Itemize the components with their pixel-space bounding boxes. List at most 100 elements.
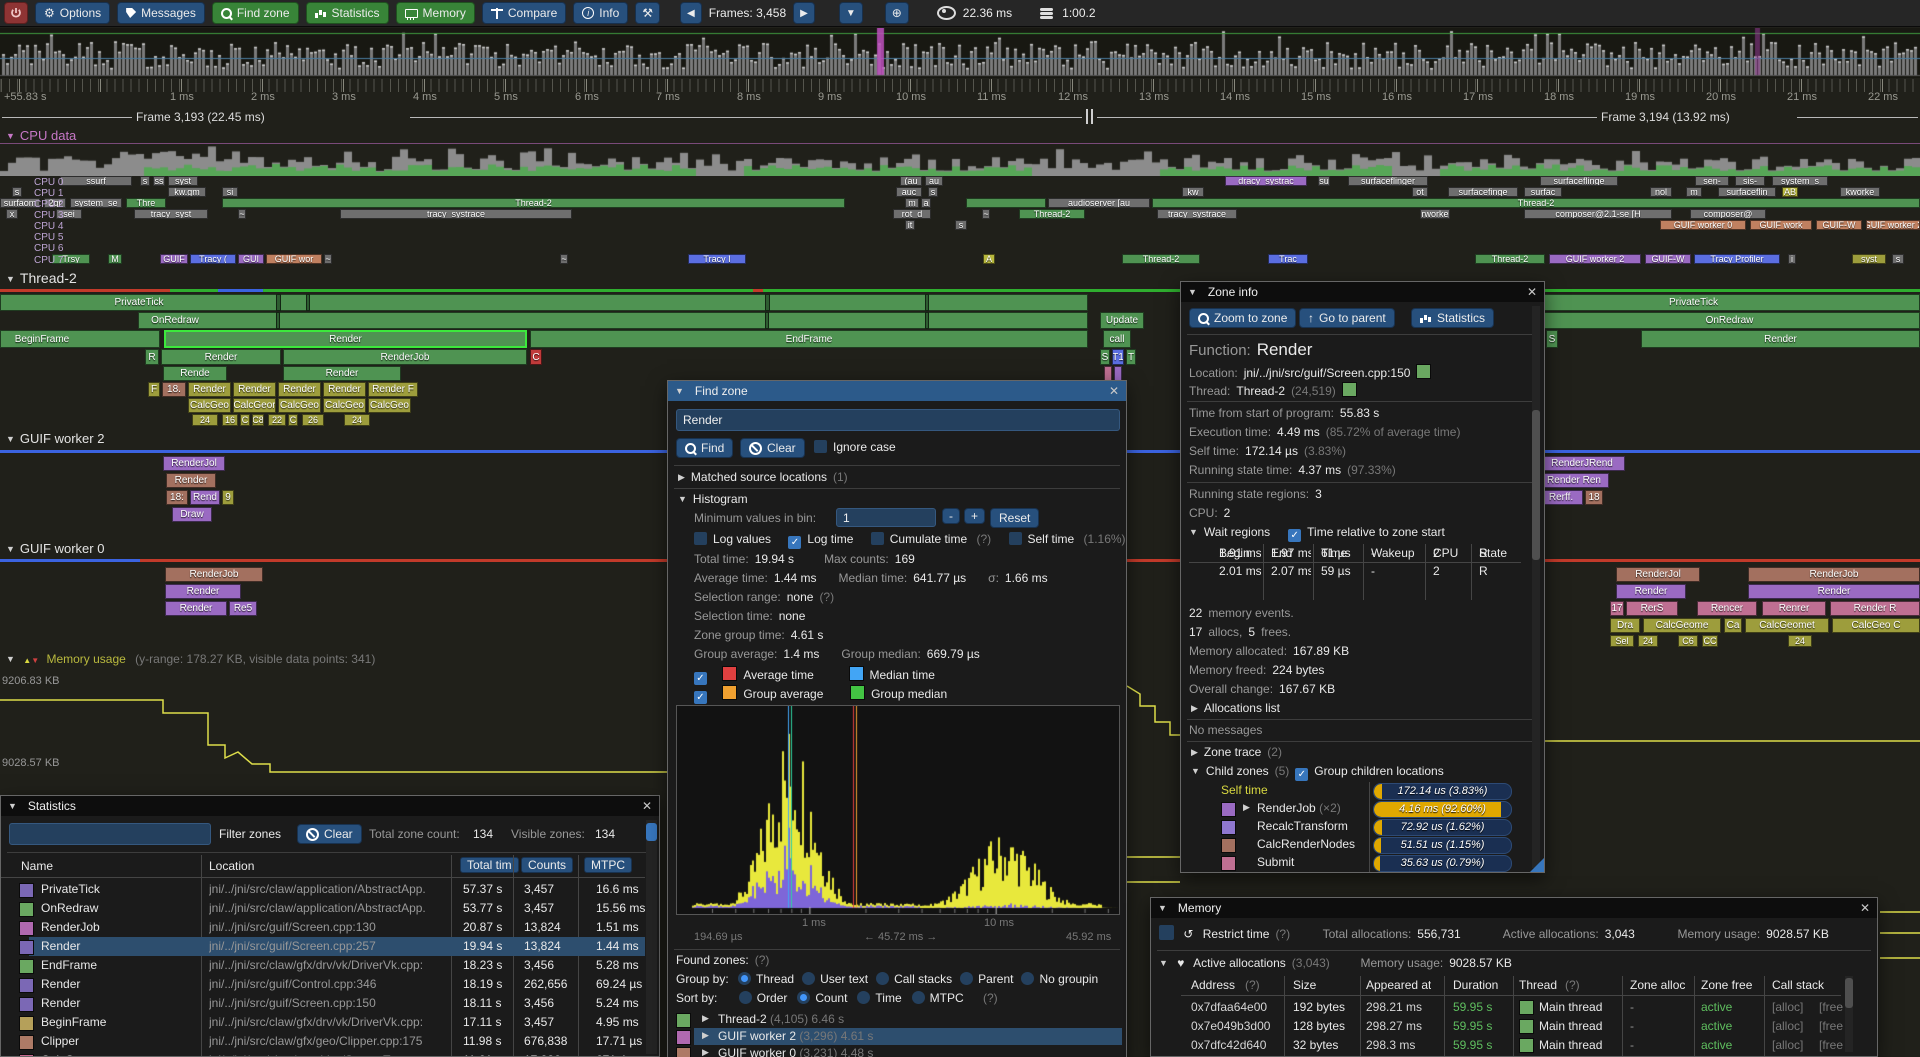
cpu-zone-chip[interactable]: ot xyxy=(1412,187,1428,197)
frame-label-2[interactable]: Frame 3,194 (13.92 ms) xyxy=(1601,110,1730,124)
zone-chip[interactable]: F xyxy=(148,382,160,397)
zone-chip[interactable]: C6 xyxy=(1678,635,1698,647)
radio-option[interactable]: MTPC xyxy=(911,991,964,1005)
min-bin-input[interactable] xyxy=(836,508,936,527)
cpu-zone-chip[interactable]: i xyxy=(1788,254,1796,264)
zone-chip[interactable]: Render Ren xyxy=(1539,473,1609,488)
find-zone-titlebar[interactable]: ▼ Find zone ✕ xyxy=(668,381,1126,401)
zone-chip[interactable]: S xyxy=(1546,330,1558,348)
thread-group-row[interactable]: ▶ GUIF worker 0 (3,231) 4.48 s xyxy=(668,1045,1126,1057)
zone-chip[interactable]: Render xyxy=(1748,584,1920,599)
cpu-zone-chip[interactable]: it xyxy=(905,220,915,230)
scrollbar-thumb[interactable] xyxy=(1845,978,1853,1008)
close-icon[interactable]: ✕ xyxy=(1526,285,1537,299)
zone-chip[interactable]: 18: xyxy=(166,490,188,505)
find-zone-search-input[interactable] xyxy=(676,409,1120,431)
cpu-zone-chip[interactable]: s xyxy=(928,187,938,197)
zone-chip[interactable] xyxy=(276,294,281,311)
min-bin-plus-button[interactable]: + xyxy=(964,508,986,524)
col-total-time[interactable]: Total tim xyxy=(460,857,519,873)
zone-chip[interactable]: BeginFrame xyxy=(0,330,160,348)
zone-chip[interactable]: RenderJol xyxy=(1616,567,1700,582)
cpu-zone-chip[interactable]: tracy_systrace xyxy=(1157,209,1237,219)
zone-chip[interactable]: Render xyxy=(164,330,527,348)
cpu-zone-chip[interactable]: s xyxy=(12,187,22,197)
zone-chip[interactable]: Render xyxy=(233,382,276,397)
zone-chip[interactable]: Renrer xyxy=(1762,601,1826,616)
cpu-zone-chip[interactable]: surfac xyxy=(1524,187,1562,197)
zone-chip[interactable]: C xyxy=(240,414,250,426)
cpu-zone-chip[interactable]: Tracy I xyxy=(688,254,746,264)
cpu-zone-chip[interactable]: Trsy xyxy=(52,254,90,264)
statistics-button2[interactable]: Statistics xyxy=(1411,308,1495,328)
clear-button[interactable]: Clear xyxy=(740,438,805,458)
thread-color-swatch[interactable] xyxy=(1341,382,1357,397)
cpu-zone-chip[interactable]: surfaceflin xyxy=(1718,187,1776,197)
cpu-zone-chip[interactable]: syst xyxy=(1852,254,1886,264)
cpu-zone-chip[interactable]: Thread-2 xyxy=(222,198,845,208)
zone-chip[interactable]: 24 xyxy=(344,414,370,426)
thread-group-row[interactable]: ▶ GUIF worker 2 (3,296) 4.61 s xyxy=(668,1028,1126,1045)
zone-trace[interactable]: ▶ Zone trace (2) xyxy=(1191,745,1282,759)
zone-chip[interactable]: RerS xyxy=(1626,601,1678,616)
worker2-header[interactable]: ▼ GUIF worker 2 xyxy=(6,431,105,446)
cpu-zone-chip[interactable]: AB xyxy=(1782,187,1798,197)
cpu-zone-chip[interactable]: surfaceflinge xyxy=(1540,176,1618,186)
cpu-zone-chip[interactable]: composer@ xyxy=(1690,209,1766,219)
zone-chip[interactable]: CalcGeo C xyxy=(1832,618,1920,633)
cpu-zone-chip[interactable]: audioserver [au xyxy=(1048,198,1150,208)
histogram-section[interactable]: ▼ Histogram xyxy=(678,492,748,506)
find-button[interactable]: Find xyxy=(676,438,734,458)
statistics-titlebar[interactable]: ▼ Statistics ✕ xyxy=(1,796,659,816)
filter-zones-input[interactable] xyxy=(9,823,211,845)
zone-chip[interactable] xyxy=(1114,366,1122,381)
zone-chip[interactable]: CalcGeome xyxy=(1643,618,1721,633)
tools-button[interactable]: ⚒ xyxy=(635,2,661,24)
scrollbar-thumb[interactable] xyxy=(646,823,657,841)
wait-region-row[interactable]: 2.01 ms 2.07 ms 59 µs - 2 R xyxy=(1219,564,1488,578)
zone-chip[interactable]: RenderJob xyxy=(165,567,263,582)
cpu-zone-chip[interactable]: su xyxy=(1318,176,1330,186)
child-zone-row[interactable]: Self time 172.14 us (3.83%) xyxy=(1181,782,1533,800)
source-color-swatch[interactable] xyxy=(1416,364,1432,379)
cpu-zone-chip[interactable]: Thre xyxy=(126,198,166,208)
zone-chip[interactable]: PrivateTick xyxy=(1539,294,1920,311)
table-row[interactable]: Render jni/../jni/src/guif/Control.cpp:3… xyxy=(1,975,659,994)
cpu-zone-chip[interactable]: composer@2.1-se [H xyxy=(1524,209,1672,219)
cpu-zone-chip[interactable]: s xyxy=(1892,254,1904,264)
thread2-header[interactable]: ▼ Thread-2 xyxy=(6,270,77,286)
zone-chip[interactable]: Render xyxy=(161,349,281,365)
compare-button[interactable]: Compare xyxy=(481,2,567,24)
radio-option[interactable]: Thread xyxy=(738,972,794,986)
zone-chip[interactable]: Rende xyxy=(163,366,227,381)
cpu-zone-chip[interactable]: A xyxy=(983,254,995,264)
cpu-zone-chip[interactable]: GUIF worker 0 xyxy=(1660,220,1746,230)
zone-chip[interactable]: OnRedraw xyxy=(138,312,1088,329)
zone-chip[interactable]: CC xyxy=(1702,635,1718,647)
group-children-checkbox[interactable] xyxy=(1295,768,1309,781)
zone-chip[interactable]: 26 xyxy=(302,414,324,426)
zone-chip[interactable]: 24 xyxy=(192,414,218,426)
info-button[interactable]: i Info xyxy=(573,2,629,24)
zone-chip[interactable]: 16 xyxy=(222,414,238,426)
zone-chip[interactable]: Dra xyxy=(1610,618,1640,633)
options-button[interactable]: ⚙ Options xyxy=(35,2,111,24)
close-icon[interactable]: ✕ xyxy=(1108,384,1119,398)
zone-chip[interactable] xyxy=(765,294,770,311)
cpu-zone-chip[interactable]: GUIF worker 2 xyxy=(1866,220,1920,230)
cpu-zone-chip[interactable]: kw.gm xyxy=(168,187,206,197)
cpu-zone-chip[interactable]: GUIF-W xyxy=(1816,220,1862,230)
zone-chip[interactable]: Draw xyxy=(172,507,212,522)
cpu-zone-chip[interactable]: rot_d xyxy=(893,209,931,219)
zone-chip[interactable]: Re5 xyxy=(229,601,257,616)
zone-chip[interactable]: Ca xyxy=(1724,618,1742,633)
cpu-zone-chip[interactable]: ss xyxy=(153,176,165,186)
radio-option[interactable]: Call stacks xyxy=(876,972,952,986)
zone-chip[interactable]: Render xyxy=(323,382,366,397)
memory-usage-header[interactable]: ▼ ▲▼ Memory usage (y-range: 178.27 KB, v… xyxy=(6,652,376,666)
axis-range[interactable]: ← 45.72 ms → xyxy=(864,931,938,943)
memory-button[interactable]: Memory xyxy=(395,2,475,24)
histogram-frame[interactable] xyxy=(676,705,1120,915)
zone-chip[interactable]: T1 xyxy=(1112,349,1124,365)
cpu-zone-chip[interactable]: GUI xyxy=(238,254,264,264)
